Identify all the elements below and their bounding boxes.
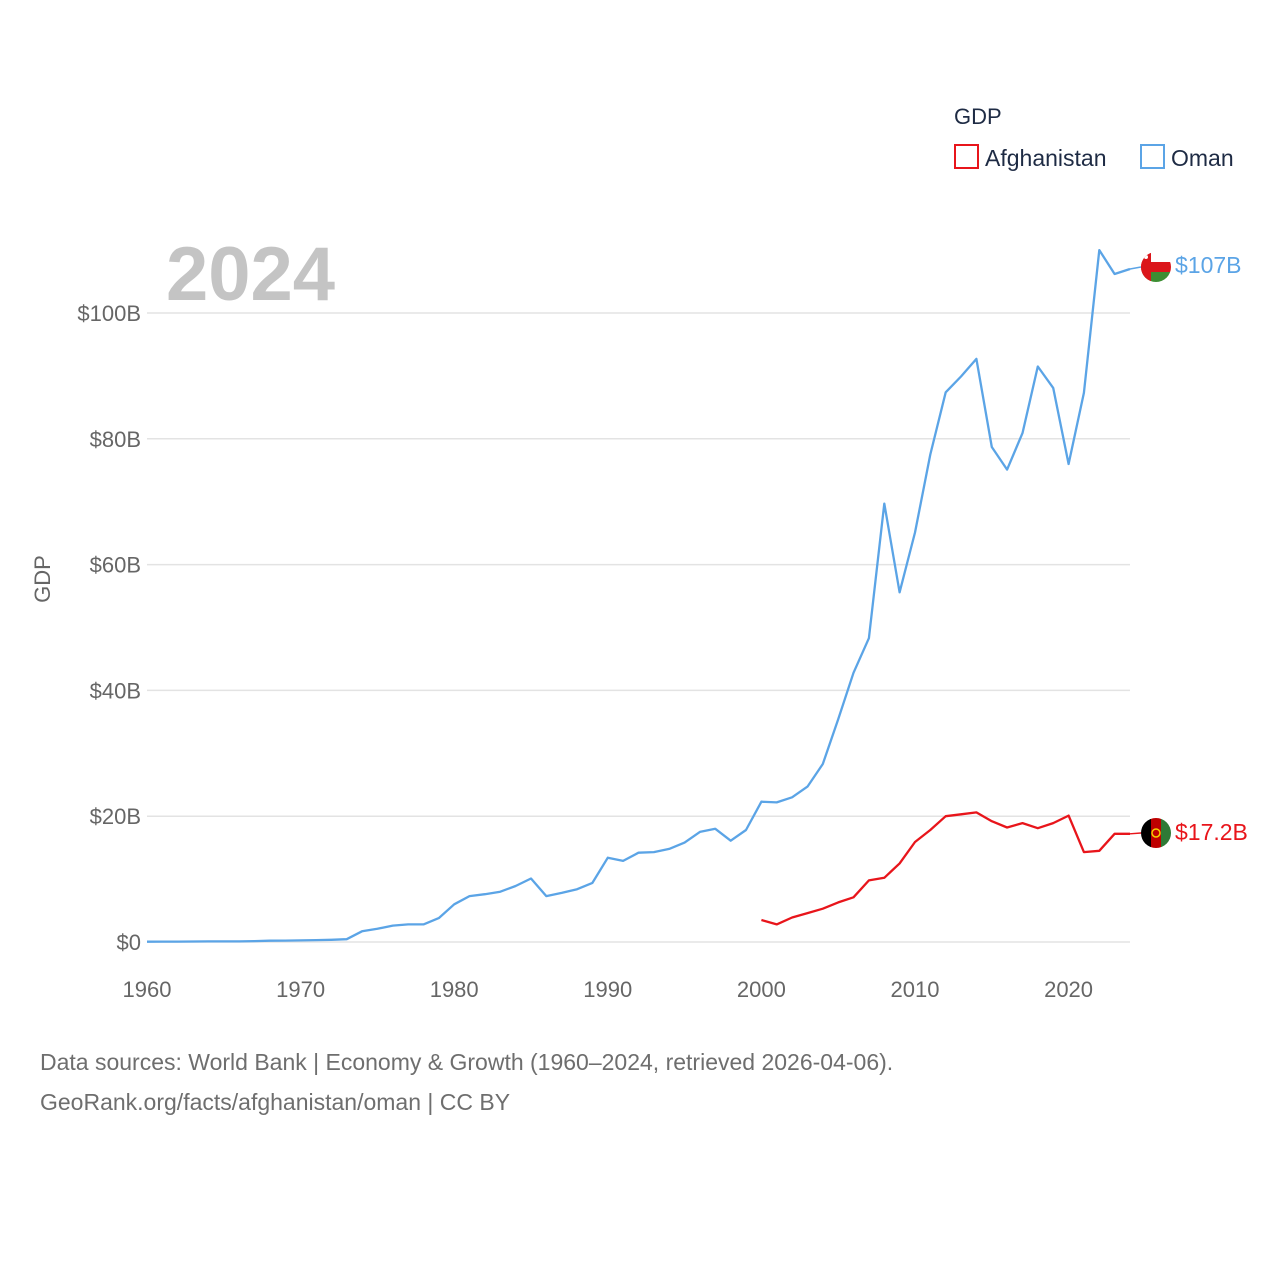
series-line-oman xyxy=(146,248,1131,943)
end-connector-afghanistan xyxy=(1129,832,1142,835)
legend-swatch-afghanistan xyxy=(954,144,979,169)
legend-title: GDP xyxy=(954,104,1002,129)
series-lines xyxy=(146,248,1142,943)
y-tick-label: $60B xyxy=(90,553,141,578)
legend-swatch-oman xyxy=(1140,144,1165,169)
oman-end-marker: $107B xyxy=(1141,252,1242,282)
oman-flag-icon xyxy=(1141,252,1171,282)
y-tick-label: $100B xyxy=(77,301,141,326)
x-tick-label: 1990 xyxy=(583,977,632,1002)
x-tick-label: 2020 xyxy=(1044,977,1093,1002)
x-axis-ticks: 1960 1970 1980 1990 2000 2010 2020 xyxy=(123,977,1094,1002)
y-tick-label: $40B xyxy=(90,678,141,703)
legend-label-afghanistan: Afghanistan xyxy=(985,145,1106,171)
y-axis-ticks: $0 $20B $40B $60B $80B $100B xyxy=(77,301,141,955)
afghanistan-end-label: $17.2B xyxy=(1175,819,1248,845)
x-tick-label: 2010 xyxy=(890,977,939,1002)
y-axis-title: GDP xyxy=(30,555,55,603)
end-connector-oman xyxy=(1129,266,1142,270)
x-tick-label: 1970 xyxy=(276,977,325,1002)
x-tick-label: 1960 xyxy=(123,977,172,1002)
x-tick-label: 1980 xyxy=(430,977,479,1002)
x-tick-label: 2000 xyxy=(737,977,786,1002)
legend: GDP Afghanistan Oman xyxy=(954,104,1234,171)
afghanistan-flag-icon xyxy=(1141,818,1171,848)
y-tick-label: $0 xyxy=(117,930,141,955)
series-line-afghanistan xyxy=(761,811,1130,926)
footer: Data sources: World Bank | Economy & Gro… xyxy=(40,1042,893,1122)
gdp-line-chart: $0 $20B $40B $60B $80B $100B 1960 1970 1980 1990… xyxy=(30,104,1248,1002)
y-tick-label: $20B xyxy=(90,804,141,829)
afghanistan-end-marker: $17.2B xyxy=(1141,818,1248,848)
footer-sources: Data sources: World Bank | Economy & Gro… xyxy=(40,1049,894,1075)
grid-lines xyxy=(147,312,1130,943)
oman-end-label: $107B xyxy=(1175,252,1242,278)
footer-attribution: GeoRank.org/facts/afghanistan/oman | CC … xyxy=(40,1089,511,1115)
year-label: 2024 xyxy=(166,232,335,317)
legend-label-oman: Oman xyxy=(1171,145,1234,171)
y-tick-label: $80B xyxy=(90,427,141,452)
